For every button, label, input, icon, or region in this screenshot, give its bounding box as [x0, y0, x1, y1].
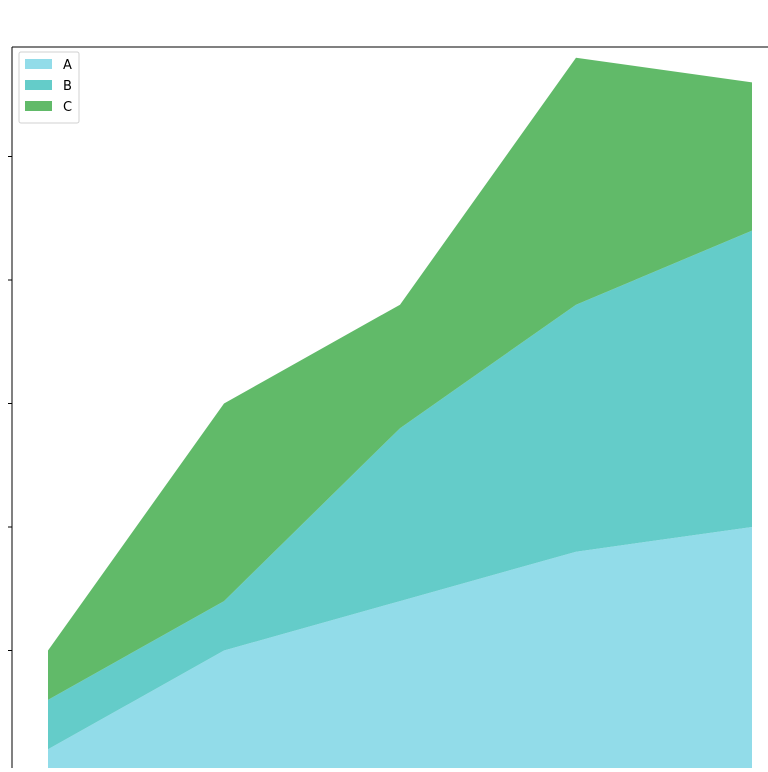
legend-swatch-c — [25, 101, 52, 111]
area-series-a — [48, 527, 752, 772]
axes-layer — [8, 46, 768, 768]
legend-label-b: B — [63, 79, 72, 94]
legend-label-c: C — [63, 100, 72, 115]
legend-swatch-a — [25, 59, 52, 69]
legend: ABC — [18, 51, 80, 124]
area-series-b — [48, 230, 752, 750]
area-series-c — [48, 57, 752, 700]
legend-swatch-b — [25, 80, 52, 90]
areas-layer — [48, 57, 752, 772]
legend-label-a: A — [63, 58, 72, 73]
